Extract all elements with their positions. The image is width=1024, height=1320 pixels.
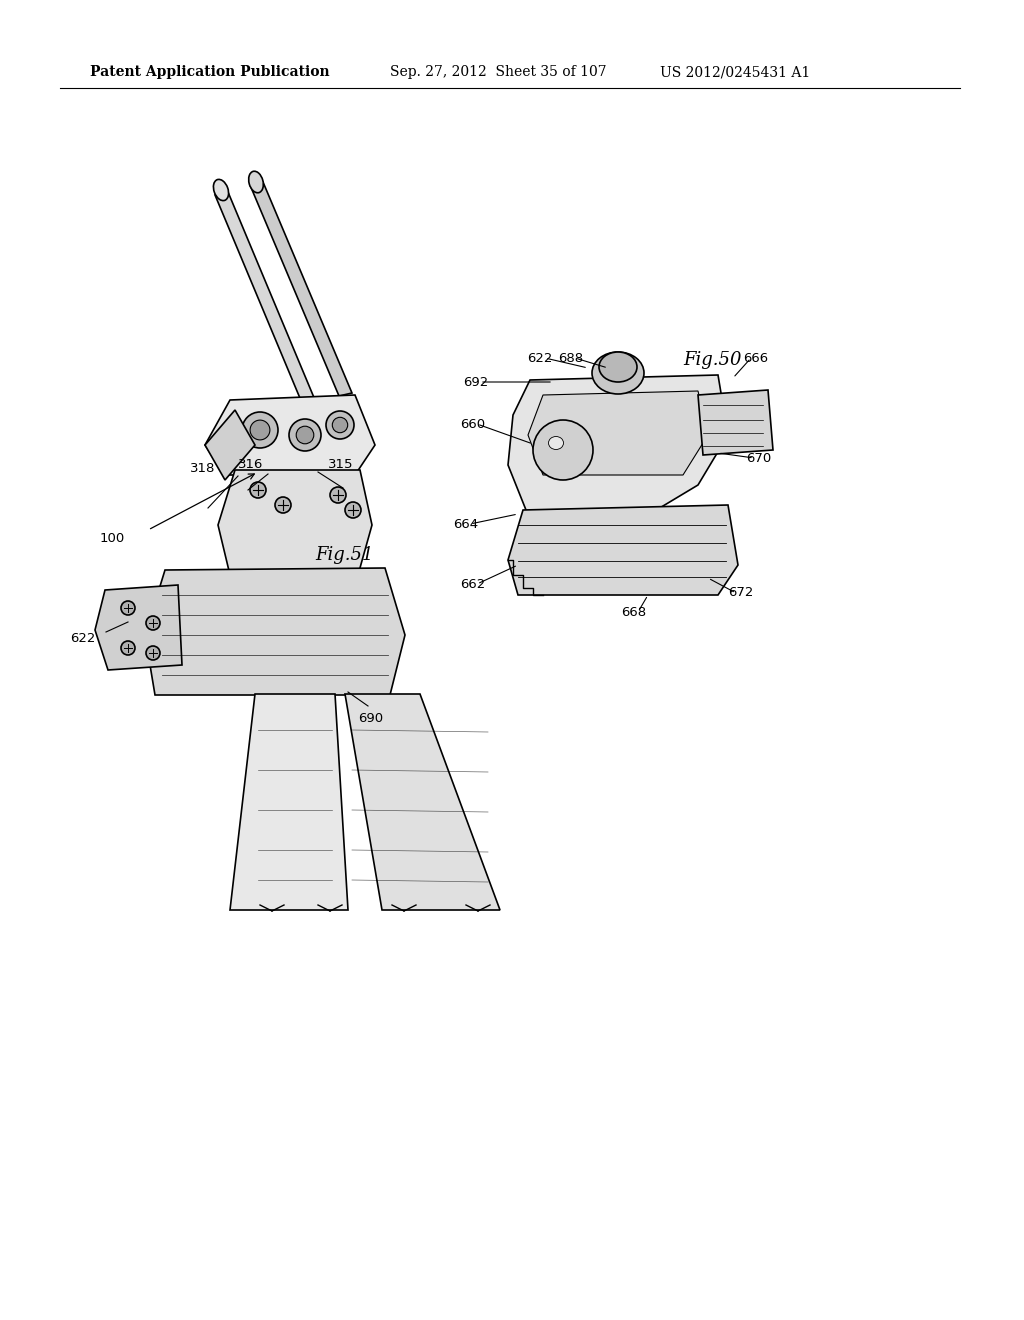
Text: 664: 664 — [453, 517, 478, 531]
Text: 100: 100 — [100, 532, 125, 544]
Circle shape — [146, 645, 160, 660]
Ellipse shape — [249, 172, 263, 193]
Circle shape — [242, 412, 278, 447]
Polygon shape — [205, 395, 375, 475]
Circle shape — [250, 420, 270, 440]
Polygon shape — [145, 568, 406, 696]
Circle shape — [121, 642, 135, 655]
Circle shape — [534, 420, 593, 480]
Polygon shape — [698, 389, 773, 455]
Text: Patent Application Publication: Patent Application Publication — [90, 65, 330, 79]
Ellipse shape — [213, 180, 228, 201]
Text: 668: 668 — [621, 606, 646, 619]
Circle shape — [326, 411, 354, 440]
Text: US 2012/0245431 A1: US 2012/0245431 A1 — [660, 65, 810, 79]
Polygon shape — [508, 506, 738, 595]
Text: Fig.51: Fig.51 — [315, 546, 374, 564]
Ellipse shape — [592, 352, 644, 393]
Circle shape — [296, 426, 313, 444]
Polygon shape — [230, 694, 348, 909]
Text: 670: 670 — [746, 451, 771, 465]
Text: 666: 666 — [743, 351, 768, 364]
Text: 622: 622 — [527, 351, 553, 364]
Circle shape — [289, 418, 321, 451]
Ellipse shape — [549, 437, 563, 450]
Text: 316: 316 — [238, 458, 263, 470]
Text: 318: 318 — [190, 462, 215, 474]
Text: 660: 660 — [460, 417, 485, 430]
Text: 692: 692 — [463, 375, 488, 388]
Text: Fig.50: Fig.50 — [683, 351, 741, 370]
Polygon shape — [215, 191, 315, 403]
Polygon shape — [528, 391, 708, 475]
Ellipse shape — [599, 352, 637, 381]
Polygon shape — [345, 694, 500, 909]
Polygon shape — [250, 182, 352, 396]
Text: 688: 688 — [558, 351, 583, 364]
Circle shape — [146, 616, 160, 630]
Circle shape — [333, 417, 348, 433]
Text: 662: 662 — [460, 578, 485, 590]
Circle shape — [275, 498, 291, 513]
Circle shape — [250, 482, 266, 498]
Text: 672: 672 — [728, 586, 754, 599]
Text: 315: 315 — [328, 458, 353, 470]
Text: 690: 690 — [358, 711, 383, 725]
Circle shape — [121, 601, 135, 615]
Circle shape — [345, 502, 361, 517]
Polygon shape — [218, 470, 372, 576]
Text: Sep. 27, 2012  Sheet 35 of 107: Sep. 27, 2012 Sheet 35 of 107 — [390, 65, 606, 79]
Text: 622: 622 — [70, 631, 95, 644]
Polygon shape — [508, 375, 728, 515]
Circle shape — [330, 487, 346, 503]
Polygon shape — [95, 585, 182, 671]
Polygon shape — [205, 411, 255, 480]
